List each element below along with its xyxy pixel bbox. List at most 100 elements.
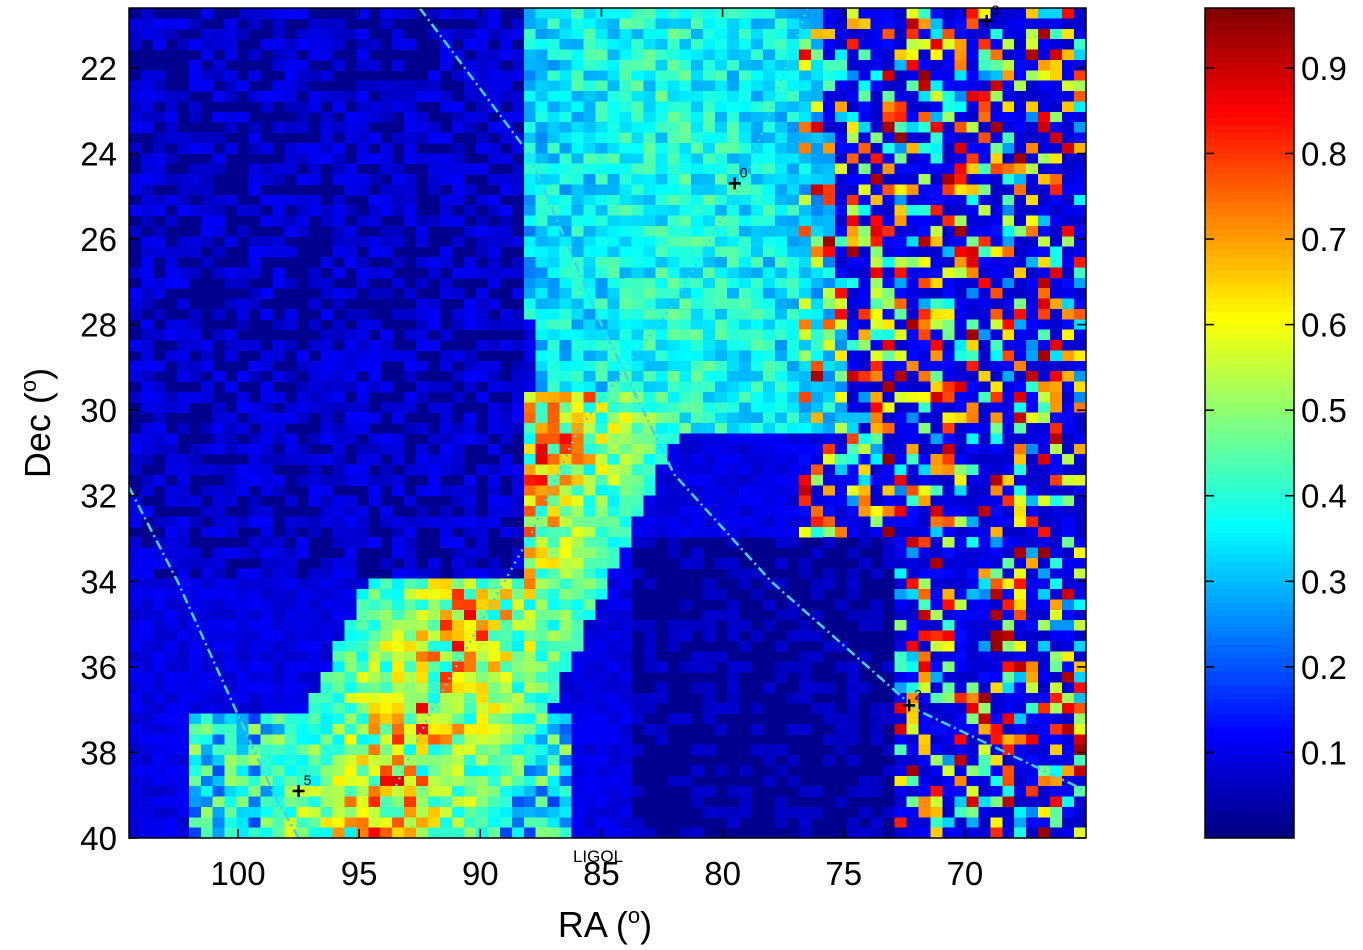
heatmap-cell — [524, 60, 537, 71]
heatmap-cell — [1026, 776, 1039, 787]
heatmap-cell — [631, 620, 644, 631]
heatmap-cell — [584, 527, 597, 538]
heatmap-cell — [225, 340, 238, 351]
heatmap-cell — [225, 413, 238, 424]
heatmap-cell — [859, 402, 872, 413]
heatmap-cell — [225, 516, 238, 527]
heatmap-cell — [596, 174, 609, 185]
heatmap-cell — [978, 226, 991, 237]
heatmap-cell — [189, 548, 202, 559]
heatmap-cell — [380, 579, 393, 590]
heatmap-cell — [1014, 745, 1027, 756]
heatmap-cell — [871, 288, 884, 299]
heatmap-cell — [524, 330, 537, 341]
heatmap-cell — [907, 589, 920, 600]
heatmap-cell — [488, 755, 501, 766]
heatmap-cell — [978, 797, 991, 808]
heatmap-cell — [285, 496, 298, 507]
heatmap-cell — [189, 39, 202, 50]
heatmap-cell — [787, 807, 800, 818]
heatmap-cell — [404, 568, 417, 579]
heatmap-cell — [835, 278, 848, 289]
heatmap-cell — [978, 288, 991, 299]
heatmap-cell — [703, 371, 716, 382]
heatmap-cell — [237, 776, 250, 787]
heatmap-cell — [859, 620, 872, 631]
heatmap-cell — [344, 714, 357, 725]
heatmap-cell — [775, 39, 788, 50]
heatmap-cell — [655, 29, 668, 40]
heatmap-cell — [560, 112, 573, 123]
heatmap-cell — [320, 153, 333, 164]
heatmap-cell — [751, 278, 764, 289]
heatmap-cell — [464, 423, 477, 434]
heatmap-cell — [237, 485, 250, 496]
heatmap-cell — [488, 8, 501, 19]
heatmap-cell — [1002, 205, 1015, 216]
heatmap-cell — [990, 288, 1003, 299]
heatmap-cell — [811, 122, 824, 133]
heatmap-cell — [954, 433, 967, 444]
heatmap-cell — [619, 734, 632, 745]
heatmap-cell — [536, 8, 549, 19]
heatmap-cell — [296, 402, 309, 413]
heatmap-cell — [189, 776, 202, 787]
heatmap-cell — [954, 350, 967, 361]
heatmap-cell — [667, 236, 680, 247]
heatmap-cell — [883, 236, 896, 247]
heatmap-cell — [978, 195, 991, 206]
heatmap-cell — [703, 402, 716, 413]
heatmap-cell — [129, 786, 142, 797]
heatmap-cell — [189, 454, 202, 465]
heatmap-cell — [392, 402, 405, 413]
heatmap-cell — [1038, 174, 1051, 185]
heatmap-cell — [512, 164, 525, 175]
heatmap-cell — [643, 112, 656, 123]
heatmap-cell — [811, 402, 824, 413]
heatmap-cell — [990, 91, 1003, 102]
heatmap-cell — [512, 776, 525, 787]
heatmap-cell — [763, 465, 776, 476]
heatmap-cell — [942, 216, 955, 227]
heatmap-cell — [320, 454, 333, 465]
heatmap-cell — [919, 776, 932, 787]
heatmap-cell — [165, 755, 178, 766]
heatmap-cell — [775, 330, 788, 341]
heatmap-cell — [608, 599, 621, 610]
heatmap-cell — [643, 516, 656, 527]
heatmap-cell — [153, 620, 166, 631]
heatmap-cell — [524, 475, 537, 486]
heatmap-cell — [165, 786, 178, 797]
heatmap-cell — [727, 817, 740, 828]
heatmap-cell — [883, 112, 896, 123]
heatmap-cell — [512, 755, 525, 766]
heatmap-cell — [655, 112, 668, 123]
heatmap-cell — [440, 29, 453, 40]
heatmap-cell — [285, 143, 298, 154]
heatmap-cell — [344, 807, 357, 818]
heatmap-cell — [320, 724, 333, 735]
heatmap-cell — [787, 247, 800, 258]
heatmap-cell — [1002, 444, 1015, 455]
heatmap-cell — [440, 216, 453, 227]
heatmap-cell — [954, 755, 967, 766]
heatmap-cell — [524, 734, 537, 745]
heatmap-cell — [536, 50, 549, 61]
heatmap-cell — [619, 8, 632, 19]
heatmap-cell — [775, 278, 788, 289]
heatmap-cell — [428, 465, 441, 476]
heatmap-cell — [308, 641, 321, 652]
heatmap-cell — [524, 392, 537, 403]
heatmap-cell — [249, 91, 262, 102]
heatmap-cell — [536, 330, 549, 341]
heatmap-cell — [643, 631, 656, 642]
heatmap-cell — [452, 682, 465, 693]
heatmap-cell — [560, 205, 573, 216]
heatmap-cell — [895, 734, 908, 745]
heatmap-cell — [320, 382, 333, 393]
heatmap-cell — [691, 402, 704, 413]
heatmap-cell — [919, 112, 932, 123]
heatmap-cell — [584, 817, 597, 828]
heatmap-cell — [488, 70, 501, 81]
heatmap-cell — [608, 18, 621, 29]
